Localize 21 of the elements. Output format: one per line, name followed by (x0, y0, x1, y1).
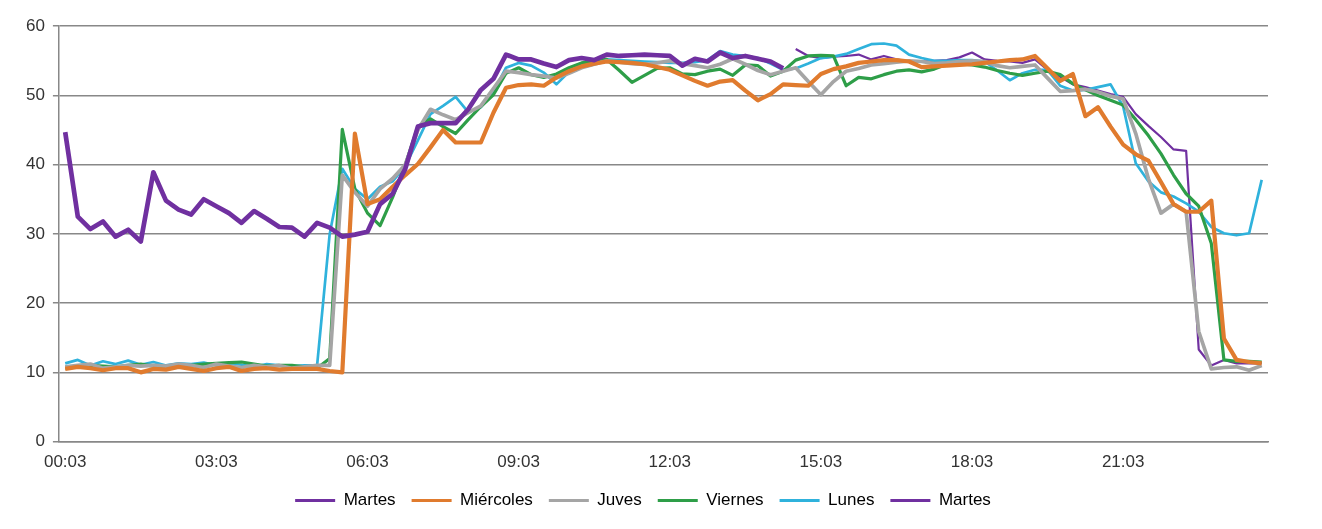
x-tick-label: 06:03 (346, 452, 389, 472)
x-tick-label: 18:03 (950, 452, 994, 472)
y-tick-label: 50 (25, 85, 45, 105)
legend-label: Juves (597, 490, 642, 510)
x-tick-label: 15:03 (799, 452, 843, 472)
x-tick-label: 03:03 (195, 452, 238, 472)
legend-label: Miércoles (460, 490, 533, 510)
y-tick-label: 10 (25, 362, 45, 382)
legend-label: Lunes (828, 490, 875, 510)
y-tick-label: 30 (25, 223, 45, 243)
legend-label: Viernes (706, 490, 764, 510)
x-tick-label: 12:03 (648, 452, 692, 472)
x-tick-label: 09:03 (497, 452, 540, 472)
x-tick-label: 00:03 (43, 452, 87, 472)
x-tick-label: 21:03 (1101, 452, 1145, 472)
legend-label: Martes (938, 490, 991, 510)
legend-label: Martes (343, 490, 396, 510)
y-tick-label: 40 (25, 154, 45, 174)
y-tick-label: 60 (25, 15, 45, 35)
y-tick-label: 20 (25, 292, 45, 312)
y-tick-label: 0 (35, 431, 45, 451)
